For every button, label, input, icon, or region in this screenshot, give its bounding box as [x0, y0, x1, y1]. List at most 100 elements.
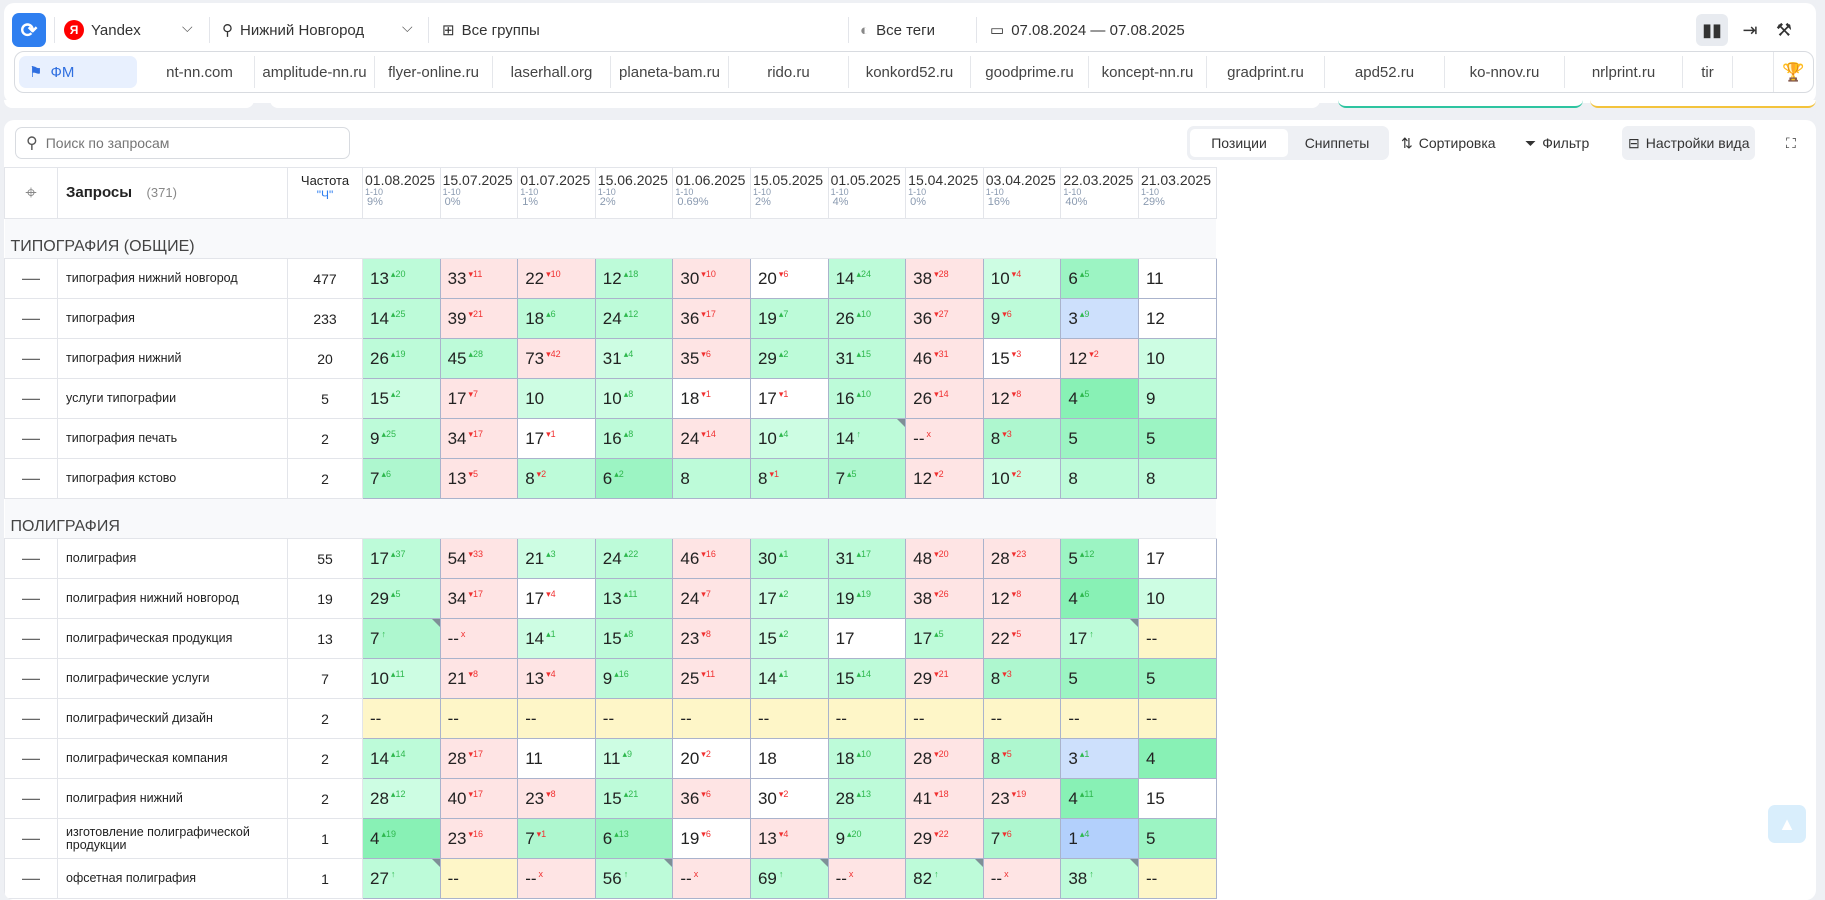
search-field[interactable]: ⚲: [15, 127, 350, 159]
crosshair-icon[interactable]: ⌖: [25, 181, 37, 204]
position-cell[interactable]: 13 ▴20: [362, 258, 441, 299]
position-cell[interactable]: 24 ▴22: [594, 538, 674, 579]
position-cell[interactable]: 9: [1137, 378, 1217, 419]
position-cell[interactable]: 8 ▾2: [517, 458, 596, 499]
tab-domain[interactable]: amplitude-nn.ru: [255, 56, 375, 88]
position-cell[interactable]: 45 ▴28: [439, 338, 519, 379]
position-cell[interactable]: 17 ▾1: [517, 418, 596, 459]
position-cell[interactable]: 13 ▾4: [517, 658, 596, 699]
date-column-header[interactable]: 22.03.2025 1-10 40%: [1060, 167, 1139, 219]
date-column-header[interactable]: 15.04.2025 1-10 0%: [905, 167, 984, 219]
position-cell[interactable]: 7 ▴6: [362, 458, 441, 499]
position-cell[interactable]: 5: [1137, 818, 1217, 859]
position-cell[interactable]: --: [362, 698, 441, 739]
frequency-header[interactable]: Частота "Ч": [287, 167, 363, 219]
position-cell[interactable]: 4 ▴11: [1060, 778, 1139, 819]
collapse-icon[interactable]: —: [4, 778, 58, 819]
date-column-header[interactable]: 01.08.2025 1-10 9%: [362, 167, 441, 219]
position-cell[interactable]: 13 ▴11: [594, 578, 674, 619]
position-cell[interactable]: --: [1137, 698, 1217, 739]
position-cell[interactable]: -- x: [905, 418, 984, 459]
tab-domain[interactable]: goodprime.ru: [971, 56, 1089, 88]
position-cell[interactable]: 15 ▴2: [362, 378, 441, 419]
position-cell[interactable]: 7 ▾6: [982, 818, 1062, 859]
position-cell[interactable]: 28 ▾20: [905, 738, 984, 779]
position-cell[interactable]: 15 ▴14: [827, 658, 907, 699]
position-cell[interactable]: 18 ▴6: [517, 298, 596, 339]
collapse-icon[interactable]: —: [4, 658, 58, 699]
position-cell[interactable]: 34 ▾17: [439, 578, 519, 619]
position-cell[interactable]: 9 ▴25: [362, 418, 441, 459]
position-cell[interactable]: 12 ▾2: [905, 458, 984, 499]
position-cell[interactable]: 24 ▾7: [672, 578, 751, 619]
position-cell[interactable]: 3 ▴9: [1060, 298, 1139, 339]
position-cell[interactable]: 9 ▾6: [982, 298, 1062, 339]
position-cell[interactable]: 29 ▾21: [905, 658, 984, 699]
position-cell[interactable]: 35 ▾6: [672, 338, 751, 379]
region-select[interactable]: ⚲ Нижний Новгород: [222, 11, 364, 49]
position-cell[interactable]: 34 ▾17: [439, 418, 519, 459]
position-cell[interactable]: 28 ▾23: [982, 538, 1062, 579]
fullscreen-icon[interactable]: ⛶: [1786, 134, 1796, 151]
collapse-icon[interactable]: —: [4, 458, 58, 499]
position-cell[interactable]: 31 ▴17: [827, 538, 907, 579]
position-cell[interactable]: 22 ▾10: [517, 258, 596, 299]
chart-icon[interactable]: ▮▮: [1696, 14, 1728, 46]
position-cell[interactable]: 5 ▴12: [1060, 538, 1139, 579]
position-cell[interactable]: 17 ▴37: [362, 538, 441, 579]
collapse-icon[interactable]: —: [4, 578, 58, 619]
position-cell[interactable]: 40 ▾17: [439, 778, 519, 819]
position-cell[interactable]: 38 ▾26: [905, 578, 984, 619]
position-cell[interactable]: --: [982, 698, 1062, 739]
view-settings-button[interactable]: ⊟ Настройки вида: [1622, 126, 1756, 160]
position-cell[interactable]: 8: [1137, 458, 1217, 499]
tab-fm[interactable]: ⚑ ФМ: [19, 56, 137, 88]
position-cell[interactable]: 7 ▴5: [827, 458, 907, 499]
position-cell[interactable]: 28 ▴13: [827, 778, 907, 819]
position-cell[interactable]: 13 ▾5: [439, 458, 519, 499]
position-cell[interactable]: 46 ▾31: [905, 338, 984, 379]
position-cell[interactable]: --: [439, 858, 519, 899]
position-cell[interactable]: 46 ▾16: [672, 538, 751, 579]
position-cell[interactable]: 17 ▴2: [749, 578, 829, 619]
collapse-icon[interactable]: —: [4, 378, 58, 419]
filter-button[interactable]: ⏷ Фильтр: [1519, 126, 1595, 160]
position-cell[interactable]: 9 ▴16: [594, 658, 674, 699]
collapse-icon[interactable]: —: [4, 858, 58, 899]
position-cell[interactable]: 8 ▾5: [982, 738, 1062, 779]
position-cell[interactable]: 16 ▴10: [827, 378, 907, 419]
position-cell[interactable]: 6 ▴5: [1060, 258, 1139, 299]
position-cell[interactable]: 10: [517, 378, 596, 419]
position-cell[interactable]: 12 ▾2: [1060, 338, 1139, 379]
date-column-header[interactable]: 15.06.2025 1-10 2%: [594, 167, 674, 219]
tab-domain[interactable]: nrlprint.ru: [1565, 56, 1683, 88]
position-cell[interactable]: 4 ▴19: [362, 818, 441, 859]
position-cell[interactable]: 19 ▴19: [827, 578, 907, 619]
position-cell[interactable]: 36 ▾17: [672, 298, 751, 339]
position-cell[interactable]: 21 ▾8: [439, 658, 519, 699]
collapse-icon[interactable]: —: [4, 538, 58, 579]
position-cell[interactable]: -- x: [517, 858, 596, 899]
position-cell[interactable]: 5: [1137, 658, 1217, 699]
position-cell[interactable]: 29 ▴2: [749, 338, 829, 379]
position-cell[interactable]: --: [439, 698, 519, 739]
position-cell[interactable]: 10: [1137, 338, 1217, 379]
position-cell[interactable]: 17 ▾7: [439, 378, 519, 419]
position-cell[interactable]: 17: [1137, 538, 1217, 579]
tab-domain[interactable]: planeta-bam.ru: [611, 56, 729, 88]
position-cell[interactable]: 31 ▴15: [827, 338, 907, 379]
position-cell[interactable]: 4 ▴6: [1060, 578, 1139, 619]
position-cell[interactable]: --: [672, 698, 751, 739]
position-cell[interactable]: 26 ▴19: [362, 338, 441, 379]
position-cell[interactable]: 38 ↑: [1060, 858, 1139, 899]
date-column-header[interactable]: 01.06.2025 1-10 0.69%: [672, 167, 751, 219]
position-cell[interactable]: -- x: [672, 858, 751, 899]
position-cell[interactable]: 11: [1137, 258, 1217, 299]
position-cell[interactable]: 26 ▴10: [827, 298, 907, 339]
position-cell[interactable]: 5: [1137, 418, 1217, 459]
position-cell[interactable]: 14 ▴1: [517, 618, 596, 659]
tab-domain[interactable]: apd52.ru: [1325, 56, 1445, 88]
position-cell[interactable]: --: [749, 698, 829, 739]
trophy-icon[interactable]: 🏆: [1773, 52, 1813, 92]
export-icon[interactable]: ⇥: [1742, 19, 1758, 40]
